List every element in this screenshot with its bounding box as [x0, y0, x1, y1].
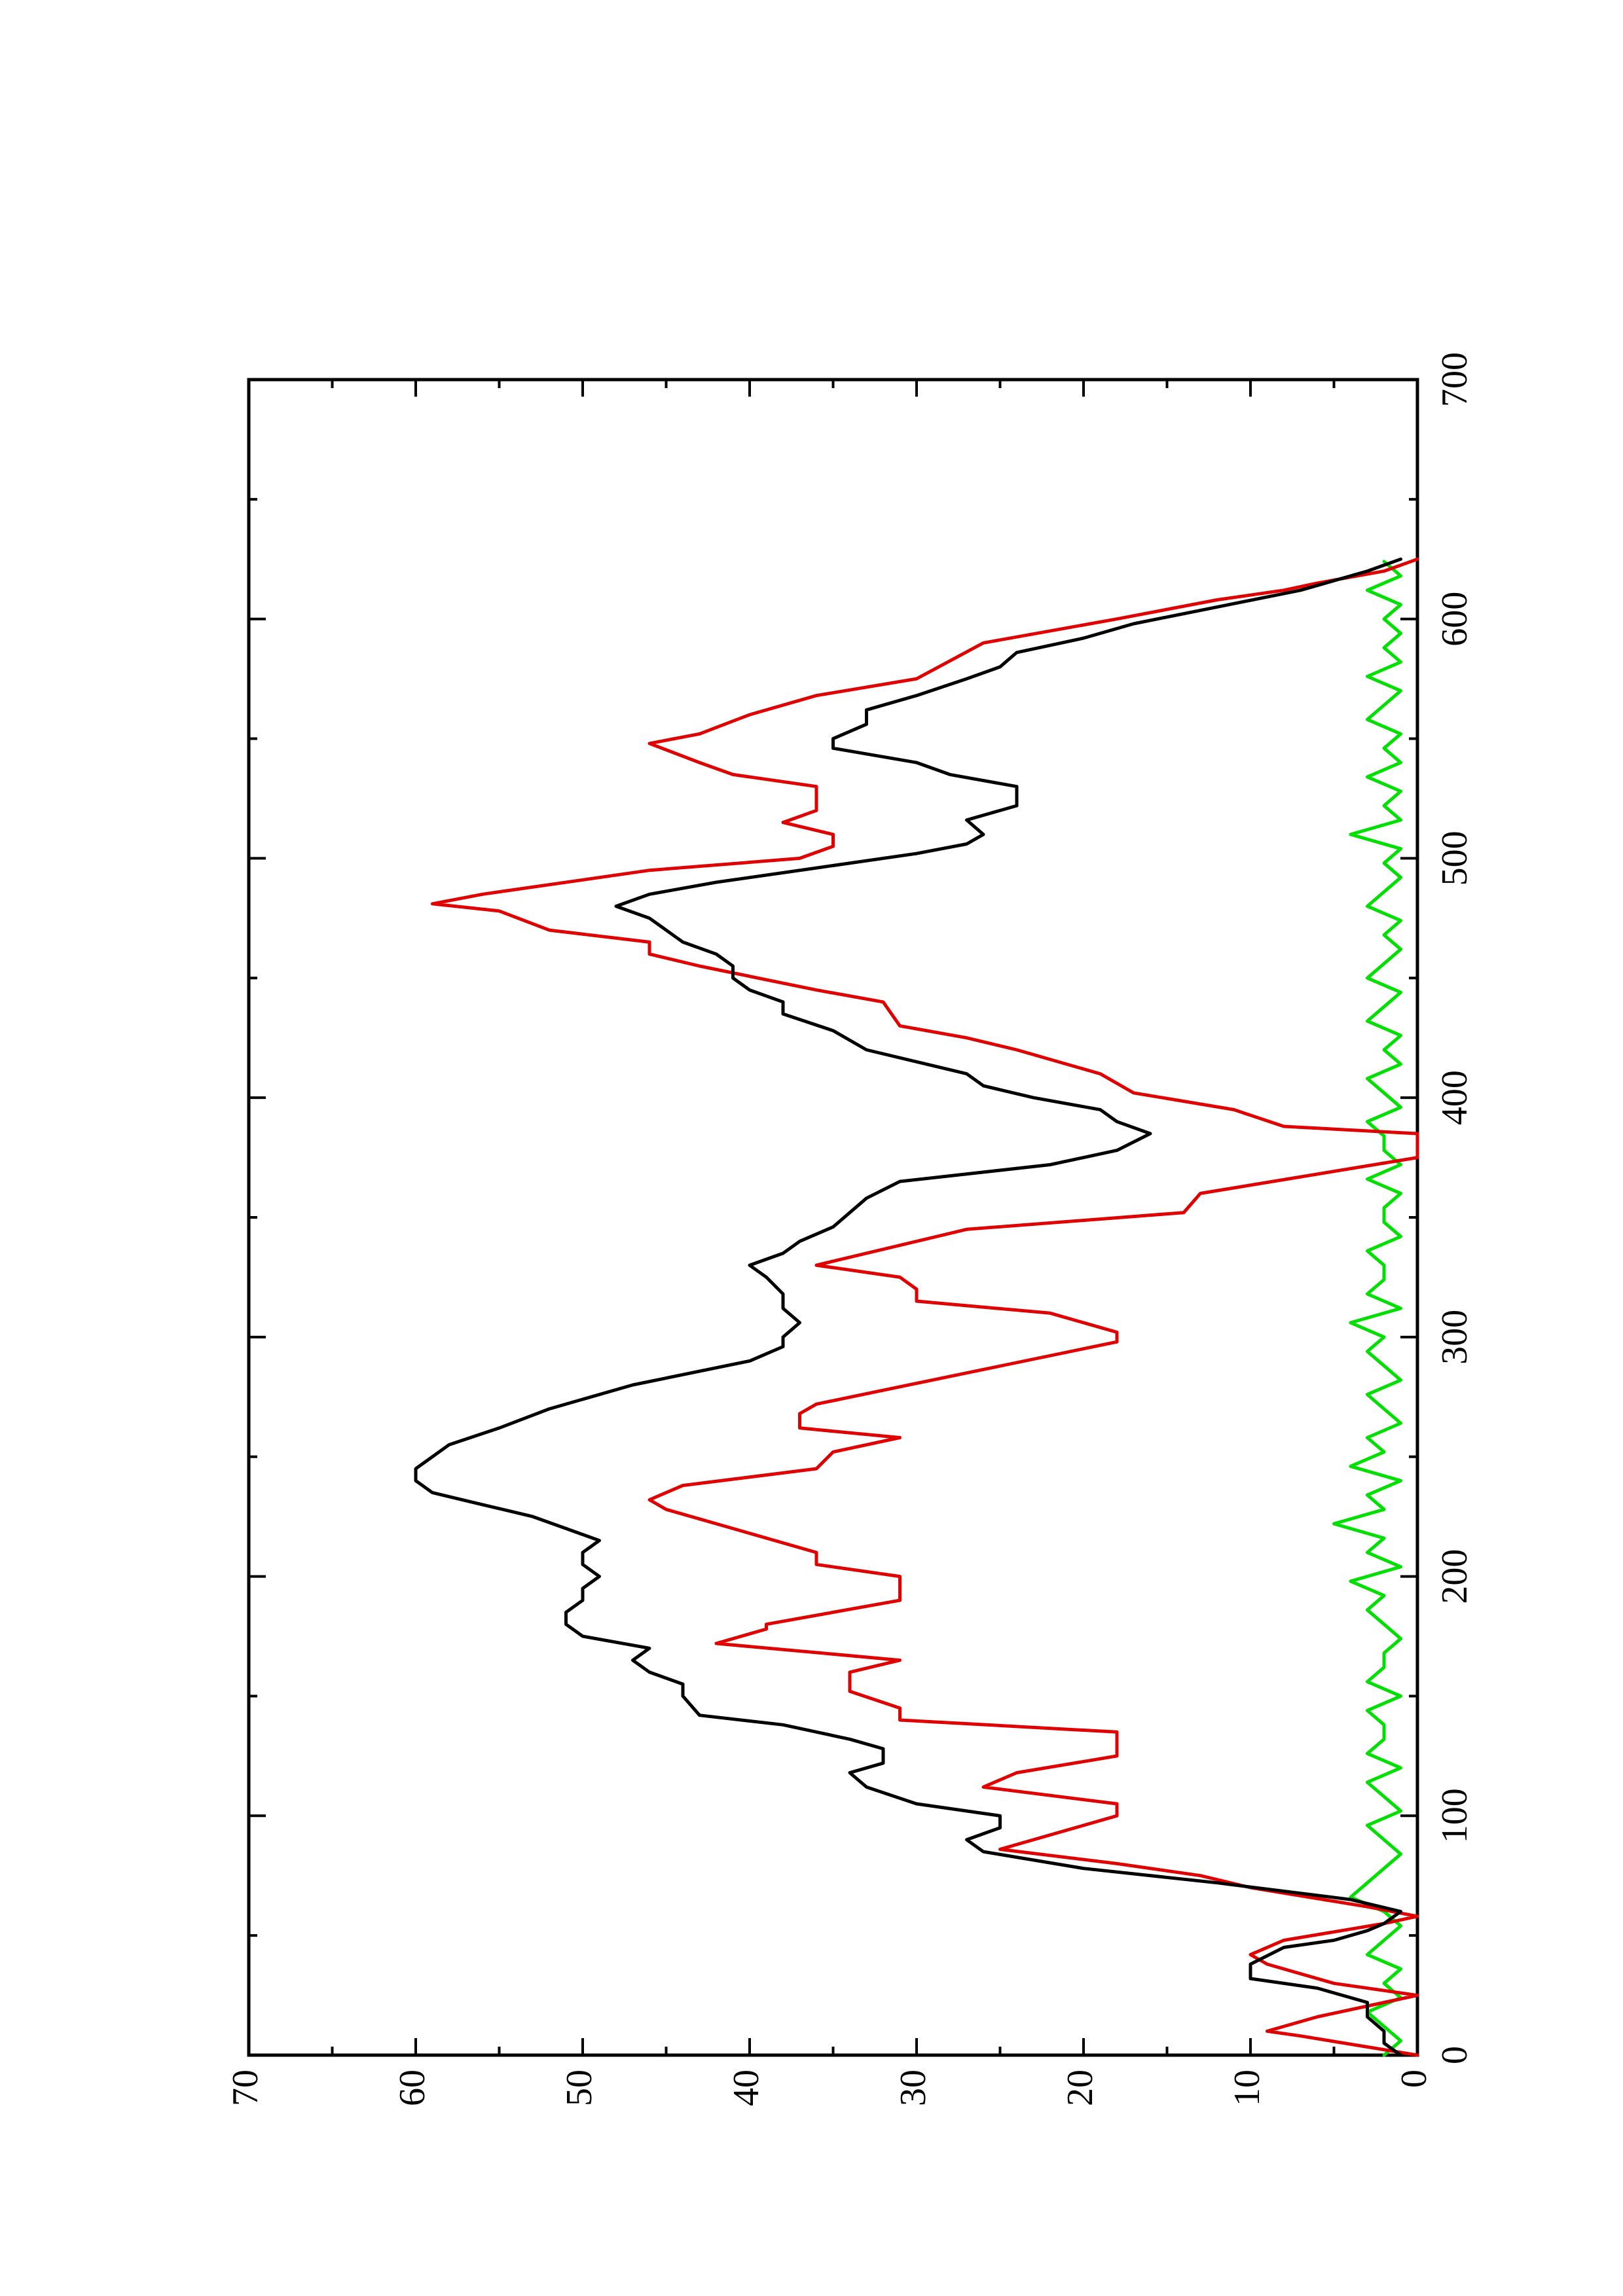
- x-tick-label: 600: [1434, 592, 1475, 647]
- series-line-3: [1332, 560, 1402, 2057]
- plot-area: 0 100 200 300 400 500 600 700 0 10 20 30 40 50 60 70: [225, 352, 1475, 2106]
- y-tick-label: 50: [559, 2070, 600, 2106]
- x-tick-label: 100: [1434, 1788, 1475, 1843]
- y-tick-label: 10: [1227, 2070, 1267, 2106]
- series-line-1: [414, 557, 1402, 2057]
- x-tick-label: 500: [1434, 831, 1475, 886]
- series-line-2: [431, 557, 1419, 2057]
- x-tick-label: 0: [1434, 2046, 1475, 2064]
- x-tick-label: 300: [1434, 1310, 1475, 1365]
- y-tick-label: 0: [1394, 2070, 1434, 2088]
- x-tick-label: 400: [1434, 1070, 1475, 1125]
- plot-frame: [247, 378, 1419, 2057]
- x-tick-label: 200: [1434, 1549, 1475, 1604]
- x-tick-label: 700: [1434, 352, 1475, 407]
- y-tick-label: 20: [1060, 2070, 1101, 2106]
- y-tick-label: 60: [392, 2070, 433, 2106]
- y-tick-label: 40: [726, 2070, 767, 2106]
- y-tick-label: 70: [225, 2070, 266, 2106]
- y-tick-label: 30: [893, 2070, 934, 2106]
